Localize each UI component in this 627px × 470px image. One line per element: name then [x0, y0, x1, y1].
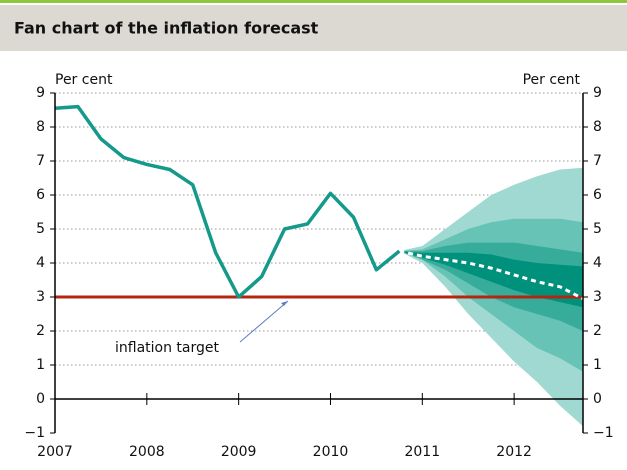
header-band — [0, 5, 627, 51]
y2-tick-label: −1 — [593, 425, 614, 441]
x-tick-label: 2011 — [404, 444, 440, 460]
y2-tick-label: 5 — [593, 221, 602, 237]
annotation-arrow — [239, 300, 289, 343]
x-tick-label: 2007 — [37, 444, 73, 460]
y-tick-label: 9 — [36, 85, 45, 101]
x-tick-label: 2009 — [221, 444, 257, 460]
y-tick-label: 0 — [36, 391, 45, 407]
y2-tick-label: 1 — [593, 357, 602, 373]
annotation: inflation target — [115, 340, 220, 356]
y-tick-label: 5 — [36, 221, 45, 237]
y2-tick-label: 9 — [593, 85, 602, 101]
y2-tick-label: 8 — [593, 119, 602, 135]
outturn-line — [54, 104, 401, 299]
y-tick-label: 8 — [36, 119, 45, 135]
fan-band — [399, 251, 583, 308]
y-axis-label: Per cent — [55, 72, 113, 88]
y2-axis-label: Per cent — [523, 72, 581, 88]
annotation-arrowhead — [281, 301, 288, 306]
header-accent — [0, 0, 627, 3]
y-tick-label: 4 — [36, 255, 45, 271]
chart-title: Fan chart of the inflation forecast — [14, 19, 319, 38]
y2-tick-label: 3 — [593, 289, 602, 305]
x-tick-label: 2012 — [496, 444, 532, 460]
y-tick-label: −1 — [24, 425, 45, 441]
y-tick-label: 2 — [36, 323, 45, 339]
y2-tick-label: 7 — [593, 153, 602, 169]
forecast-median — [399, 249, 584, 301]
y-tick-label: 6 — [36, 187, 45, 203]
y2-tick-label: 4 — [593, 255, 602, 271]
y-tick-label: 1 — [36, 357, 45, 373]
y-tick-label: 7 — [36, 153, 45, 169]
y-tick-label: 3 — [36, 289, 45, 305]
x-tick-label: 2010 — [313, 444, 349, 460]
x-tick-label: 2008 — [129, 444, 165, 460]
y2-tick-label: 0 — [593, 391, 602, 407]
y2-tick-label: 6 — [593, 187, 602, 203]
y2-tick-label: 2 — [593, 323, 602, 339]
